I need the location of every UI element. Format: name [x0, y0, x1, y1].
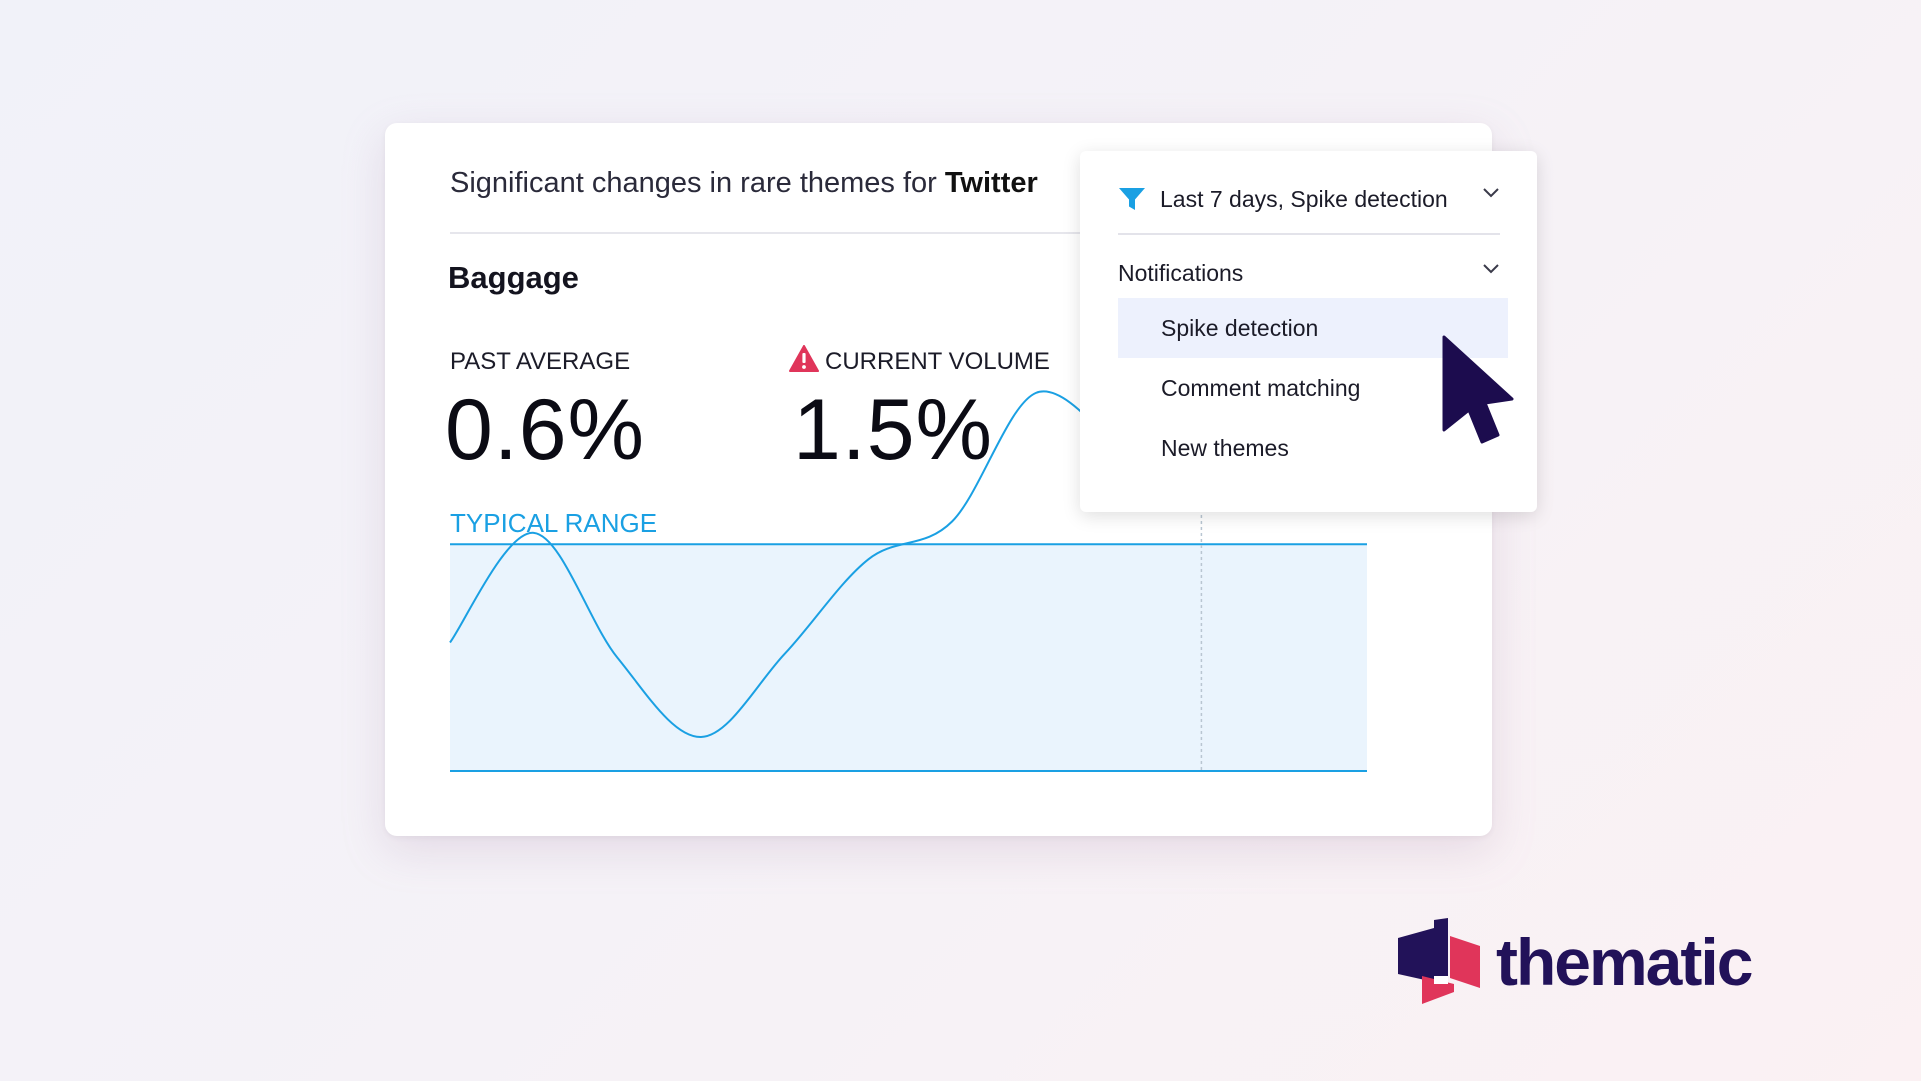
series-line: [449, 390, 1121, 738]
menu-item-new-themes[interactable]: New themes: [1161, 434, 1289, 461]
thematic-logo-icon: [1398, 918, 1480, 1004]
trend-chart: [449, 390, 1367, 772]
past-average-value: 0.6%: [445, 382, 646, 478]
menu-item-spike-detection[interactable]: Spike detection: [1118, 298, 1508, 358]
date-filter-select[interactable]: Last 7 days, Spike detection: [1118, 179, 1500, 219]
chevron-down-icon: [1483, 188, 1499, 198]
notifications-label: Notifications: [1118, 259, 1244, 286]
filter-icon: [1119, 188, 1145, 210]
brand-name: thematic: [1496, 925, 1753, 999]
card-title-source: Twitter: [944, 167, 1038, 199]
dropdown-divider: [1118, 233, 1500, 235]
notifications-section-toggle[interactable]: Notifications: [1118, 253, 1500, 293]
past-average-label: PAST AVERAGE: [450, 348, 631, 375]
current-volume-value: 1.5%: [793, 382, 994, 478]
typical-range-band: [450, 544, 1367, 771]
menu-item-comment-matching[interactable]: Comment matching: [1161, 374, 1361, 401]
thematic-logo: thematic: [1394, 918, 1753, 1006]
filter-dropdown: Last 7 days, Spike detection Notificatio…: [1080, 151, 1537, 512]
chevron-down-icon: [1483, 264, 1499, 274]
card-title: Significant changes in rare themes for T…: [450, 167, 1038, 200]
card-divider: [450, 232, 1105, 234]
warning-icon: [789, 345, 819, 372]
current-volume-label: CURRENT VOLUME: [789, 342, 1050, 376]
theme-name: Baggage: [448, 260, 579, 295]
filter-label: Last 7 days, Spike detection: [1160, 185, 1448, 212]
typical-range-label: TYPICAL RANGE: [450, 508, 658, 538]
mouse-pointer-icon: [1442, 335, 1514, 444]
card-title-prefix: Significant changes in rare themes for: [450, 167, 945, 199]
